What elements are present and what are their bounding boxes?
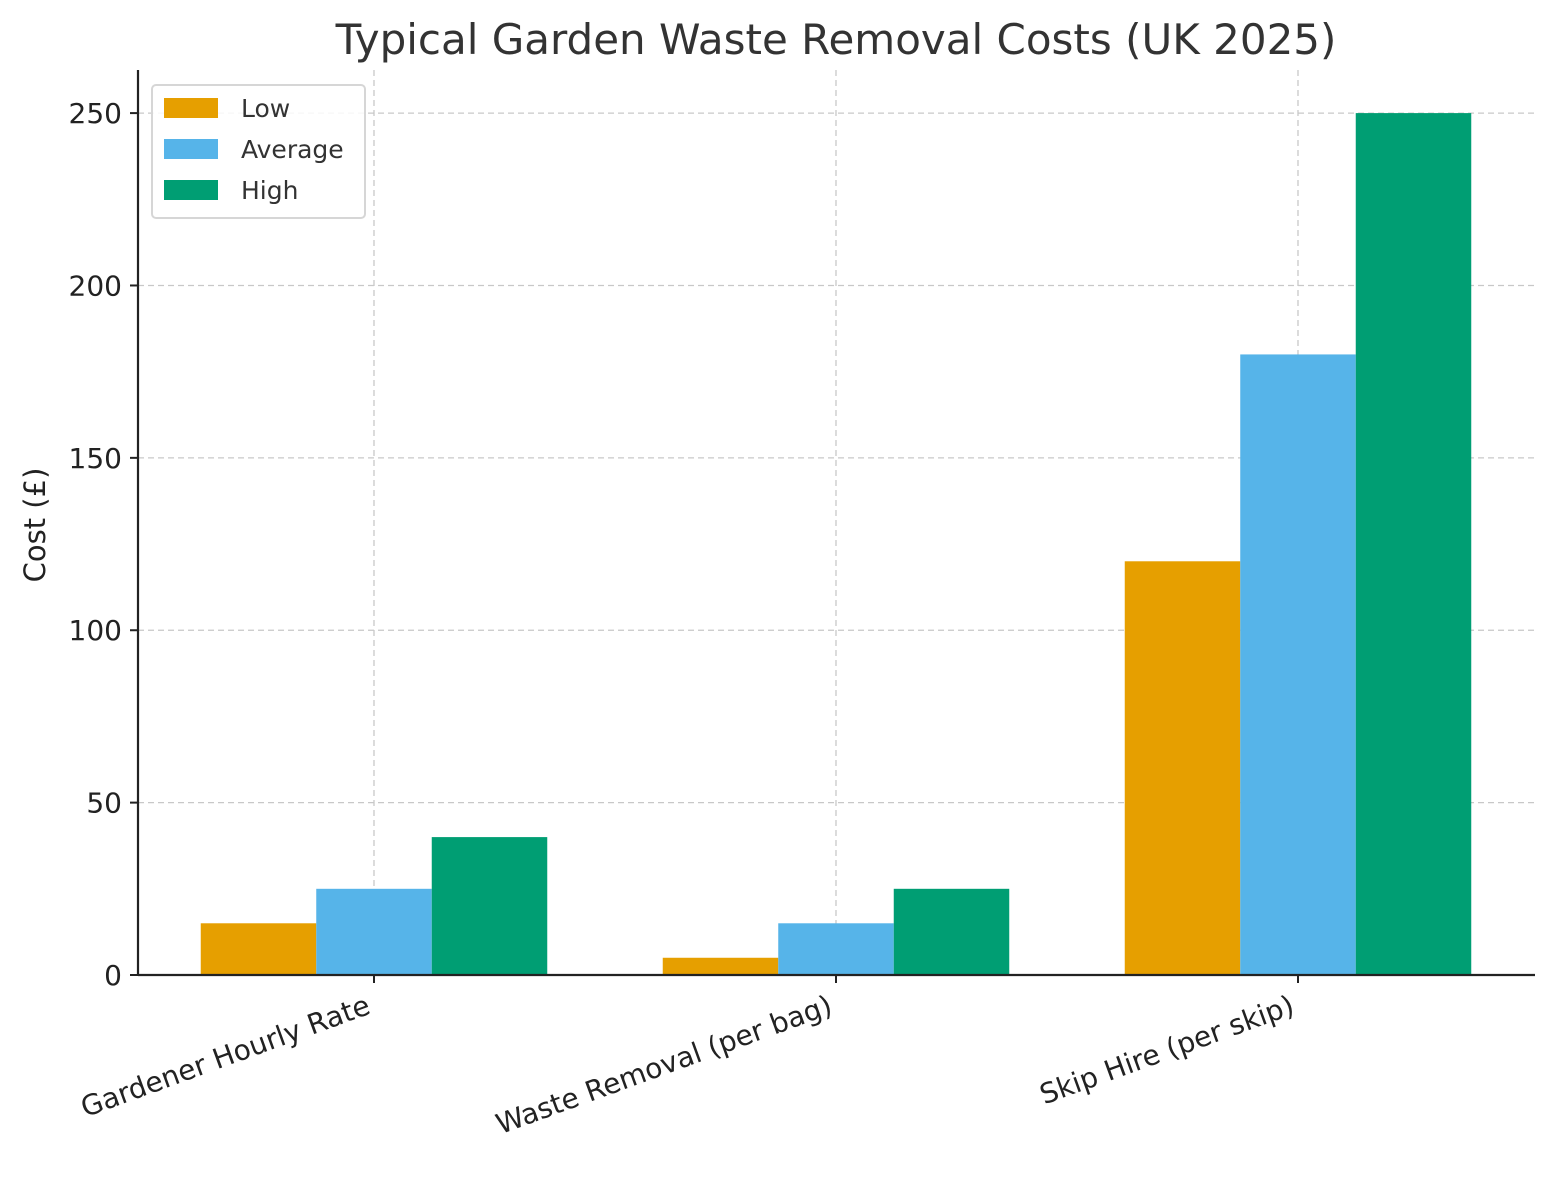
bars <box>200 113 1472 976</box>
y-tick-label: 150 <box>69 442 122 475</box>
bar-average-3 <box>1240 354 1356 975</box>
bar-high-1 <box>431 837 548 975</box>
bar-high-2 <box>893 888 1010 975</box>
legend-swatch-low <box>164 98 218 118</box>
y-axis-label: Cost (£) <box>18 468 52 583</box>
axes <box>130 70 1535 983</box>
bar-low-1 <box>200 923 317 975</box>
x-tick-label: Skip Hire (per skip) <box>1035 989 1298 1112</box>
bar-high-3 <box>1355 113 1472 976</box>
y-tick-label: 200 <box>69 269 122 302</box>
legend-swatch-high <box>164 180 218 200</box>
bar-low-3 <box>1124 561 1241 975</box>
legend-label-low: Low <box>241 94 290 123</box>
legend-label-high: High <box>241 176 298 205</box>
legend: Low Average High <box>151 84 366 219</box>
y-tick-label: 0 <box>104 959 122 992</box>
x-tick-label: Waste Removal (per bag) <box>492 989 837 1141</box>
y-tick-label: 50 <box>86 787 122 820</box>
chart-title: Typical Garden Waste Removal Costs (UK 2… <box>335 15 1337 64</box>
legend-swatch-average <box>164 139 218 159</box>
bar-low-2 <box>662 957 779 975</box>
bar-average-1 <box>316 888 432 975</box>
tick-labels: 0 50 100 150 200 250 Gardener Hourly Rate Waste… <box>69 97 1299 1141</box>
y-tick-label: 100 <box>69 614 122 647</box>
legend-label-average: Average <box>241 135 344 164</box>
y-tick-label: 250 <box>69 97 122 130</box>
bar-average-2 <box>778 923 894 975</box>
x-tick-label: Gardener Hourly Rate <box>76 989 374 1124</box>
